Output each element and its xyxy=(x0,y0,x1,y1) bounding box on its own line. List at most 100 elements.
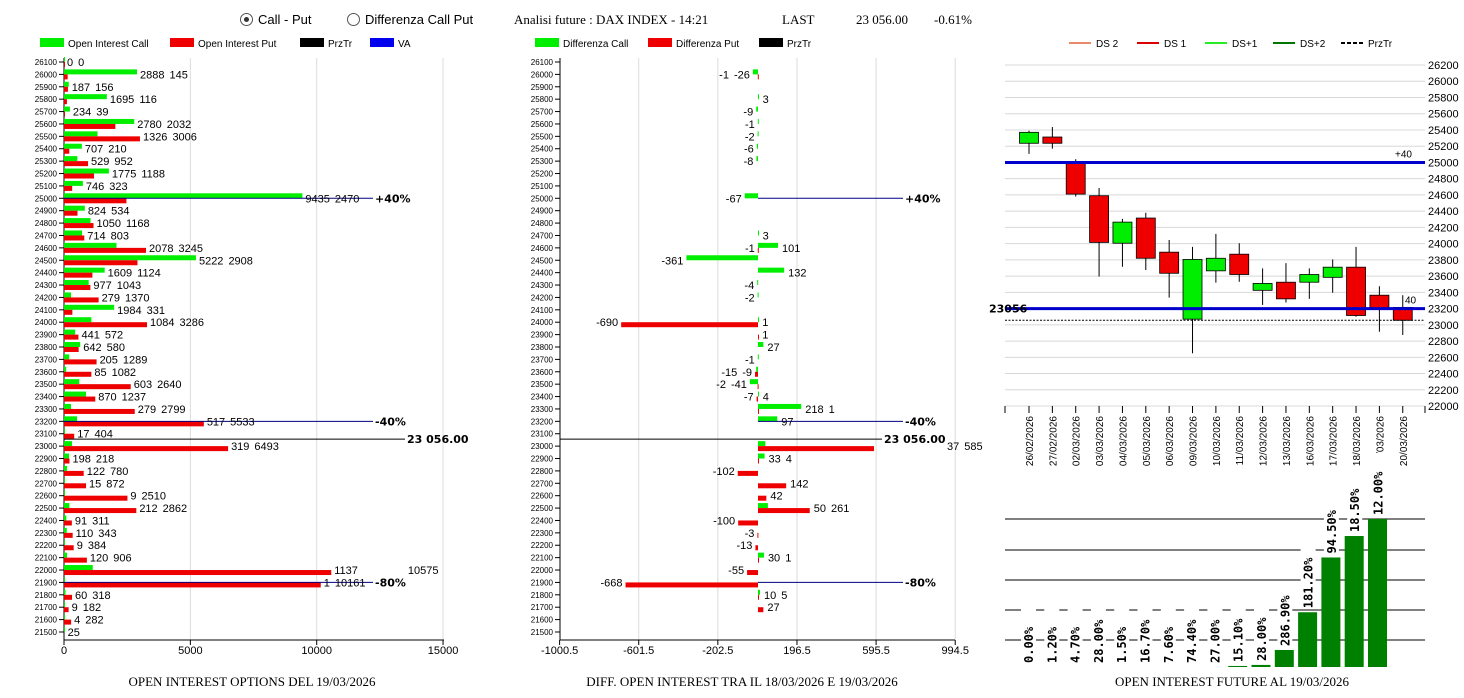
radio-call-put-label: Call - Put xyxy=(258,12,312,27)
call-oi-label: 319 xyxy=(231,441,249,453)
diff-put-bar xyxy=(758,408,759,414)
put-oi-bar xyxy=(64,185,73,191)
left-strike-label: 21900 xyxy=(35,578,58,587)
left-strike-label: 24600 xyxy=(35,244,58,253)
diff-call-bar xyxy=(758,403,802,409)
future-oi-bar xyxy=(1228,665,1248,667)
put-oi-bar xyxy=(64,520,72,526)
radio-call-put[interactable]: Call - Put xyxy=(240,12,311,27)
call-oi-label: 1 xyxy=(324,577,330,589)
middle-level-label: -80% xyxy=(905,576,936,589)
candle-y-tick-label: 23400 xyxy=(1428,287,1459,299)
diff-put-bar xyxy=(757,384,759,390)
left-strike-label: 22600 xyxy=(35,492,58,501)
middle-strike-label: 22700 xyxy=(531,479,554,488)
candle-up xyxy=(1182,259,1203,320)
put-oi-label: 3286 xyxy=(180,317,204,329)
candle-date-label: 9/03/2026 xyxy=(1375,416,1386,461)
candle-y-tick-label: 23600 xyxy=(1428,271,1459,283)
call-oi-bar xyxy=(64,416,78,422)
future-label-bg xyxy=(1323,491,1339,554)
candle-y-tick-label: 24800 xyxy=(1428,174,1459,186)
call-oi-bar xyxy=(64,329,76,335)
put-oi-label: 384 xyxy=(88,540,106,552)
candle-down xyxy=(1159,251,1180,274)
radio-differenza-label: Differenza Call Put xyxy=(365,12,474,27)
middle-legend-swatch xyxy=(648,38,672,47)
call-oi-label: 441 xyxy=(81,330,99,342)
put-oi-bar xyxy=(64,359,97,365)
put-oi-label: 2862 xyxy=(163,503,187,515)
middle-legend-swatch xyxy=(535,38,559,47)
put-oi-bar xyxy=(64,619,72,625)
call-oi-label: 746 xyxy=(86,181,104,193)
diff-put-bar xyxy=(758,334,759,340)
diff-put-label: 142 xyxy=(790,478,808,490)
middle-strike-label: 25300 xyxy=(531,157,554,166)
put-oi-bar xyxy=(64,570,332,576)
candle-date-label: 11/03/2026 xyxy=(1235,416,1246,466)
call-oi-bar xyxy=(64,156,78,162)
left-strike-label: 24800 xyxy=(35,219,58,228)
put-oi-label: 572 xyxy=(105,330,123,342)
put-oi-bar xyxy=(64,384,131,390)
future-oi-label: 1.20% xyxy=(1045,626,1059,663)
left-chart-title: OPEN INTEREST OPTIONS DEL 19/03/2026 xyxy=(128,674,376,689)
call-oi-label: 1084 xyxy=(150,317,174,329)
middle-strike-label: 22000 xyxy=(531,566,554,575)
call-oi-bar xyxy=(64,118,135,124)
call-oi-label: 205 xyxy=(100,354,118,366)
left-strike-label: 23300 xyxy=(35,405,58,414)
call-oi-label: 714 xyxy=(87,230,105,242)
call-oi-label: 4 xyxy=(74,615,80,627)
middle-x-tick-label: 595.5 xyxy=(862,645,890,657)
left-strike-label: 22200 xyxy=(35,541,58,550)
put-oi-label: 906 xyxy=(113,553,131,565)
candle-date-label: 04/03/2026 xyxy=(1118,416,1129,466)
candle-down xyxy=(1065,162,1086,195)
candle-y-tick-label: 22400 xyxy=(1428,369,1459,381)
diff-call-label: -9 xyxy=(742,367,752,379)
middle-x-tick-label: -202.5 xyxy=(702,645,733,657)
call-oi-bar xyxy=(64,341,81,347)
call-oi-label: 9435 xyxy=(305,193,329,205)
candle-date-label: 03/03/2026 xyxy=(1095,416,1106,466)
diff-call-bar xyxy=(758,267,785,273)
diff-call-bar xyxy=(756,143,758,149)
diff-put-bar xyxy=(755,371,758,377)
candle-level-label: 40 xyxy=(1405,296,1417,307)
diff-put-label: 1 xyxy=(762,330,768,342)
middle-strike-label: 24200 xyxy=(531,293,554,302)
future-label-bg xyxy=(1021,601,1036,663)
put-oi-label: 323 xyxy=(109,181,127,193)
middle-strike-label: 22200 xyxy=(531,541,554,550)
put-oi-bar xyxy=(64,421,204,427)
radio-selected-icon[interactable] xyxy=(240,13,253,26)
diff-call-bar xyxy=(756,106,758,112)
diff-call-label: -6 xyxy=(744,144,754,156)
middle-strike-label: 23500 xyxy=(531,380,554,389)
middle-strike-label: 24600 xyxy=(531,244,554,253)
diff-put-bar xyxy=(758,594,759,600)
put-oi-label: 2510 xyxy=(142,491,166,503)
radio-unselected-icon[interactable] xyxy=(347,13,360,26)
call-oi-bar xyxy=(64,453,70,459)
left-x-tick-label: 5000 xyxy=(178,645,202,657)
future-oi-label: 286.90% xyxy=(1278,595,1292,646)
diff-call-bar xyxy=(758,391,759,397)
left-legend-label: VA xyxy=(398,39,411,50)
middle-strike-label: 25600 xyxy=(531,120,554,129)
diff-call-label: 97 xyxy=(781,416,793,428)
left-strike-label: 24900 xyxy=(35,207,58,216)
diff-call-bar xyxy=(752,69,758,75)
put-oi-bar xyxy=(64,371,92,377)
put-oi-label: 3006 xyxy=(172,131,196,143)
diff-call-bar xyxy=(757,280,759,286)
diff-put-label: 261 xyxy=(831,503,849,515)
radio-differenza[interactable]: Differenza Call Put xyxy=(347,12,473,27)
call-oi-bar xyxy=(64,626,65,632)
call-oi-label: 1050 xyxy=(97,218,121,230)
diff-put-bar xyxy=(758,508,810,514)
diff-put-bar xyxy=(758,495,767,501)
diff-put-bar xyxy=(758,458,759,464)
